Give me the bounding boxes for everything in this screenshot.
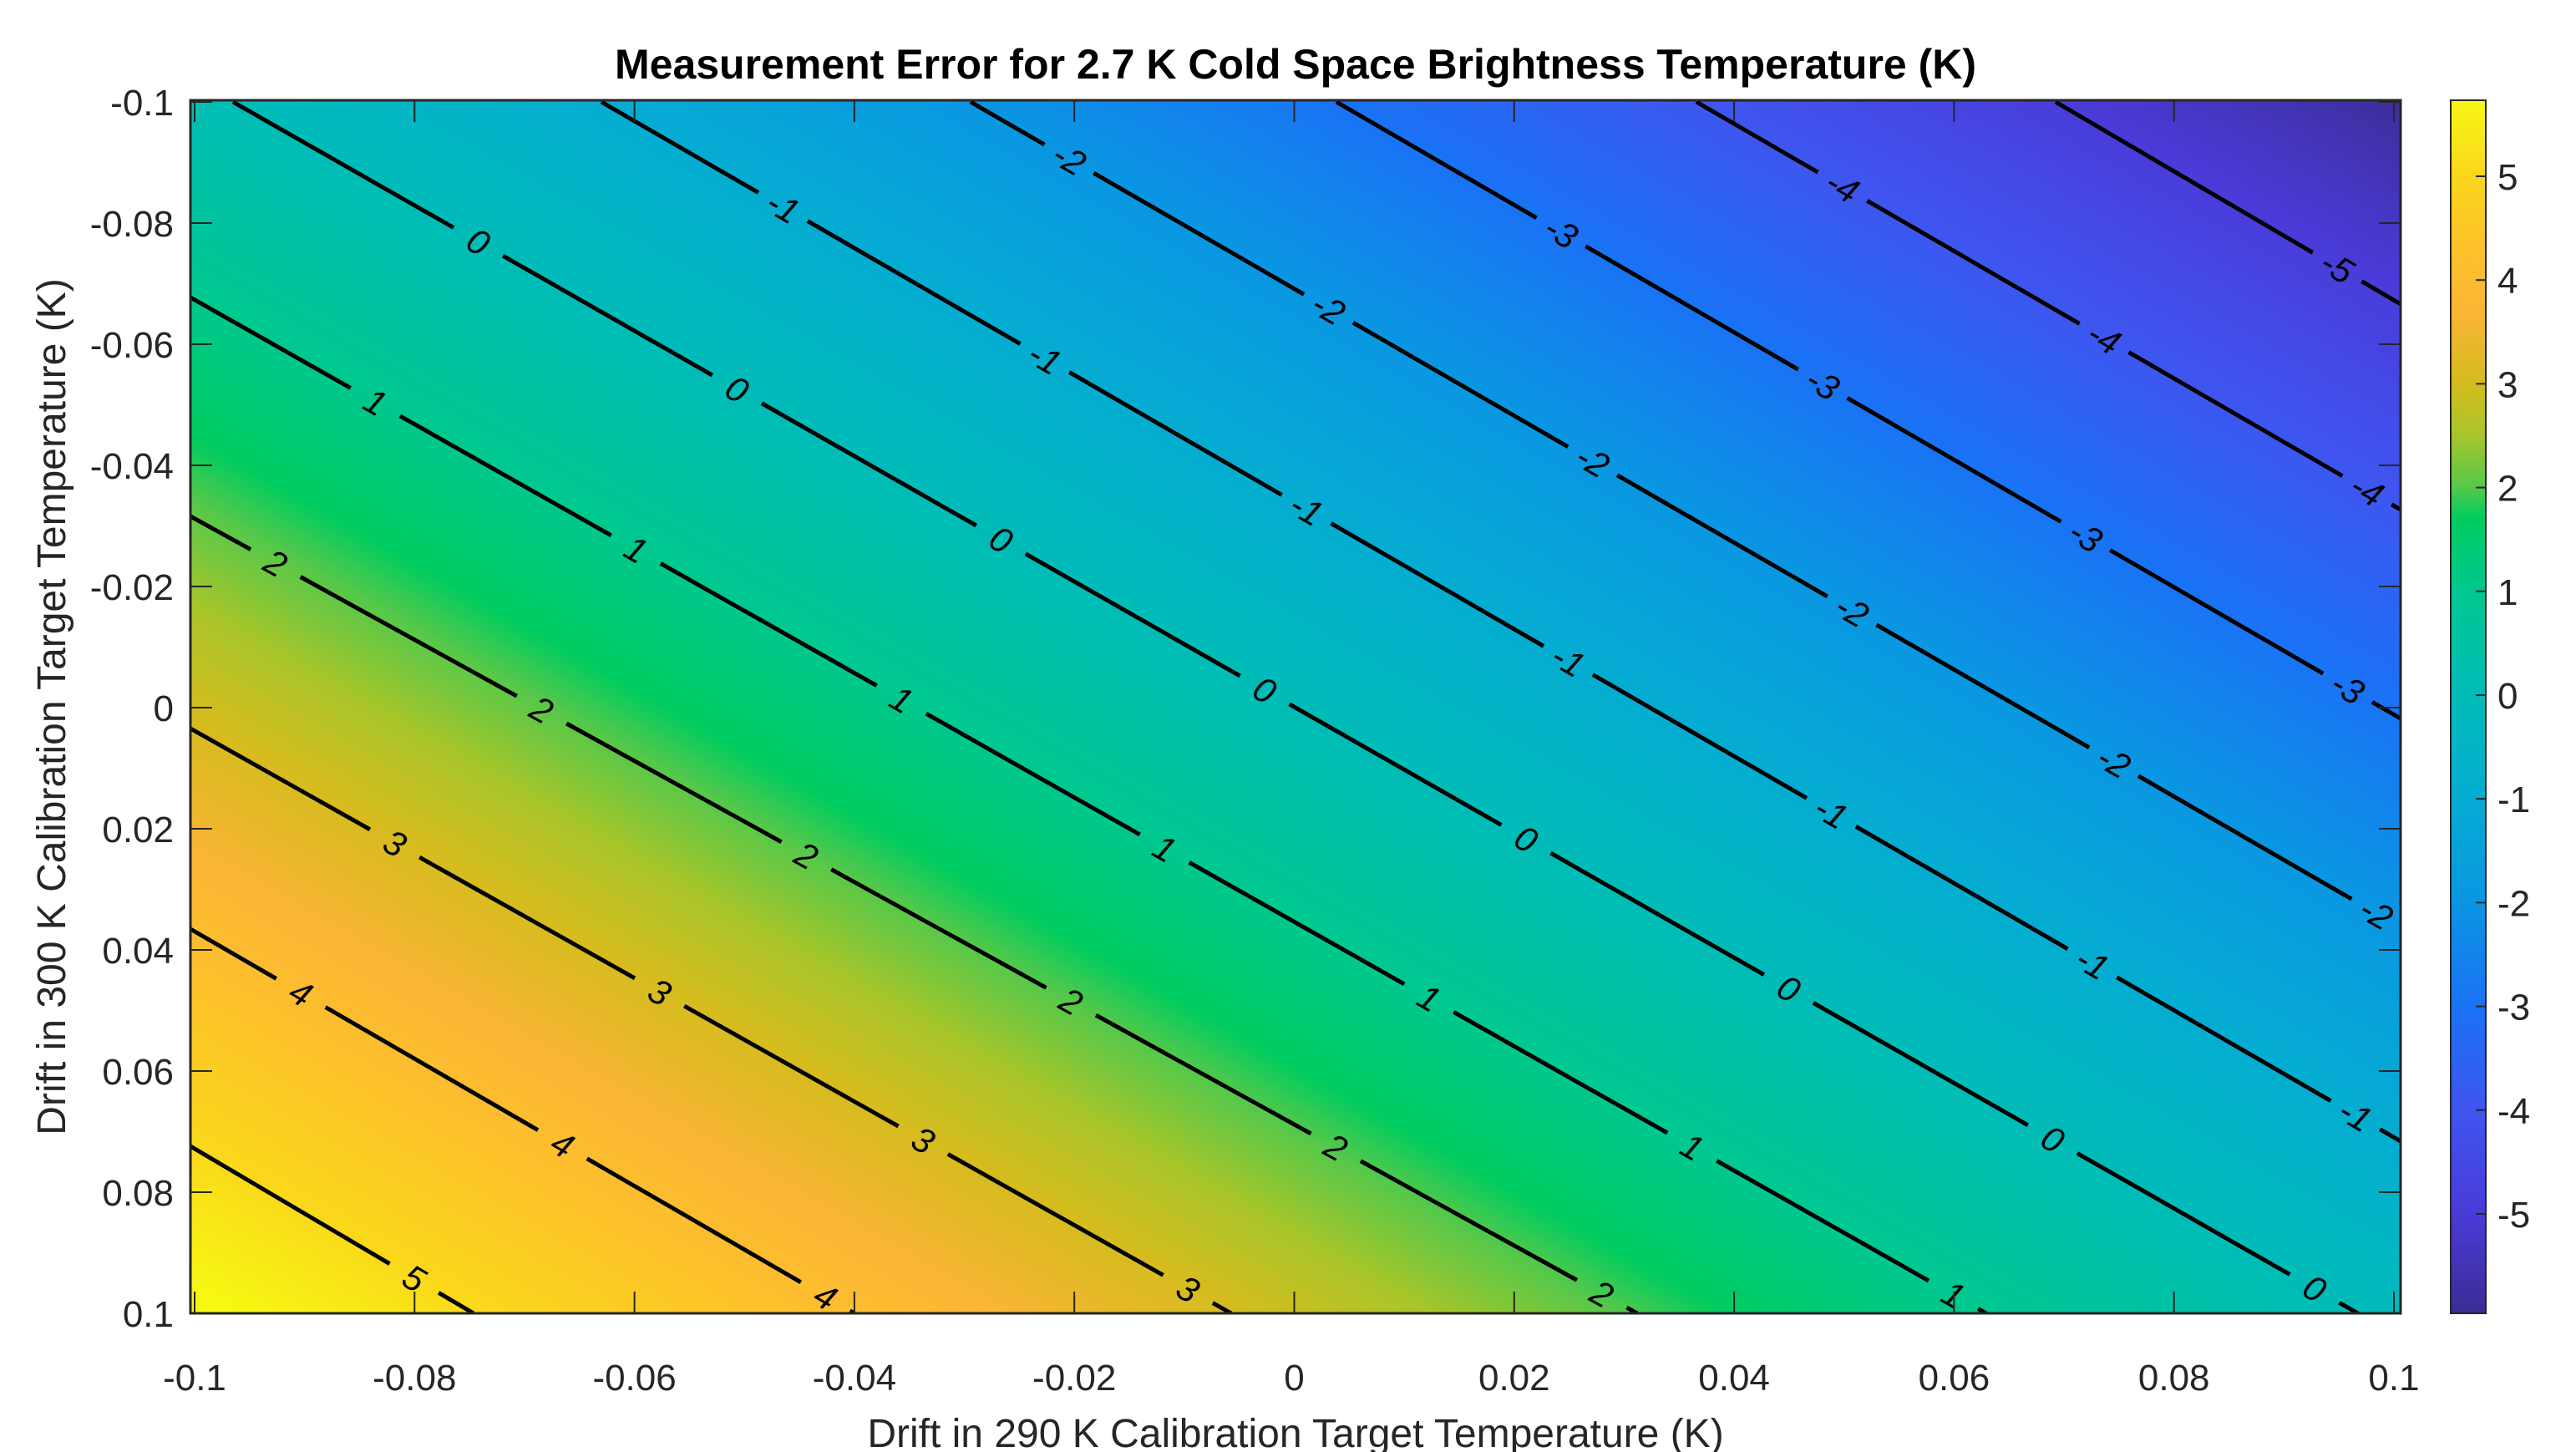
contour-line xyxy=(2054,100,2401,307)
contour-line xyxy=(1695,100,2401,512)
colorbar-tick-label: -5 xyxy=(2497,1195,2530,1236)
colorbar-tick-label: -4 xyxy=(2497,1091,2530,1132)
x-tick-label: -0.02 xyxy=(1032,1358,1116,1399)
contour-line xyxy=(190,1144,475,1313)
x-axis-label: Drift in 290 K Calibration Target Temper… xyxy=(867,1412,1723,1452)
y-axis-label: Drift in 300 K Calibration Target Temper… xyxy=(30,278,74,1135)
x-tick-label: 0.1 xyxy=(2368,1358,2419,1399)
x-tick-label: 0 xyxy=(1284,1358,1304,1399)
contour-line xyxy=(190,295,1988,1313)
x-tick-label: 0.08 xyxy=(2138,1358,2210,1399)
colorbar-tick-label: 0 xyxy=(2497,676,2518,717)
y-tick-label: 0.1 xyxy=(123,1294,174,1335)
contour-line xyxy=(190,514,1639,1313)
colorbar-tick-label: 1 xyxy=(2497,572,2518,613)
y-tick-label: -0.1 xyxy=(110,83,174,124)
colorbar-tick-label: 4 xyxy=(2497,261,2518,302)
y-tick-label: -0.06 xyxy=(90,325,174,366)
colorbar-tick-label: -2 xyxy=(2497,883,2530,924)
contour-line xyxy=(231,100,2360,1313)
colorbar-tick-label: 2 xyxy=(2497,469,2518,510)
colorbar-gradient xyxy=(2450,99,2487,1314)
contour-line xyxy=(190,726,1233,1313)
colorbar-ticks: 5 4 3 2 1 0 -1 -2 -3 -4 -5 xyxy=(2476,157,2530,1236)
y-tick-label: 0.02 xyxy=(102,810,174,850)
y-tick-label: -0.04 xyxy=(90,446,174,487)
y-axis-ticks: -0.1 -0.08 -0.06 -0.04 -0.02 0 0.02 0.04 0.06 0.0… xyxy=(90,83,2401,1335)
x-tick-label: -0.04 xyxy=(813,1358,896,1399)
y-tick-label: 0.04 xyxy=(102,931,174,972)
contour-line xyxy=(969,100,2353,901)
x-tick-label: 0.02 xyxy=(1478,1358,1550,1399)
colorbar: 5 4 3 2 1 0 -1 -2 -3 -4 -5 xyxy=(2450,99,2530,1314)
x-tick-label: -0.1 xyxy=(163,1358,226,1399)
y-tick-label: -0.08 xyxy=(90,204,174,245)
x-axis-ticks: -0.1 -0.08 -0.06 -0.04 -0.02 0 0.02 0.04 0.06 0.0… xyxy=(163,100,2420,1399)
contour-line xyxy=(600,100,2401,1144)
chart-title: Measurement Error for 2.7 K Cold Space B… xyxy=(615,41,1976,88)
plot-area: 54443333222222111111100000000-1-1-1-1-1-… xyxy=(90,83,2420,1399)
y-tick-label: -0.02 xyxy=(90,567,174,608)
contour-line xyxy=(1335,100,2401,721)
x-tick-label: 0.04 xyxy=(1698,1358,1770,1399)
colorbar-tick-label: -3 xyxy=(2497,987,2530,1028)
contour-lines xyxy=(190,100,2401,1313)
plot-frame xyxy=(189,99,2402,1315)
y-tick-label: 0 xyxy=(154,688,174,729)
y-tick-label: 0.06 xyxy=(102,1052,174,1093)
x-tick-label: -0.06 xyxy=(592,1358,676,1399)
colorbar-tick-label: 5 xyxy=(2497,157,2518,198)
y-tick-label: 0.08 xyxy=(102,1173,174,1214)
colorbar-tick-label: -1 xyxy=(2497,779,2530,820)
x-tick-label: 0.06 xyxy=(1919,1358,1990,1399)
contour-line xyxy=(190,927,856,1313)
colorbar-tick-label: 3 xyxy=(2497,364,2518,405)
x-tick-label: -0.08 xyxy=(373,1358,456,1399)
